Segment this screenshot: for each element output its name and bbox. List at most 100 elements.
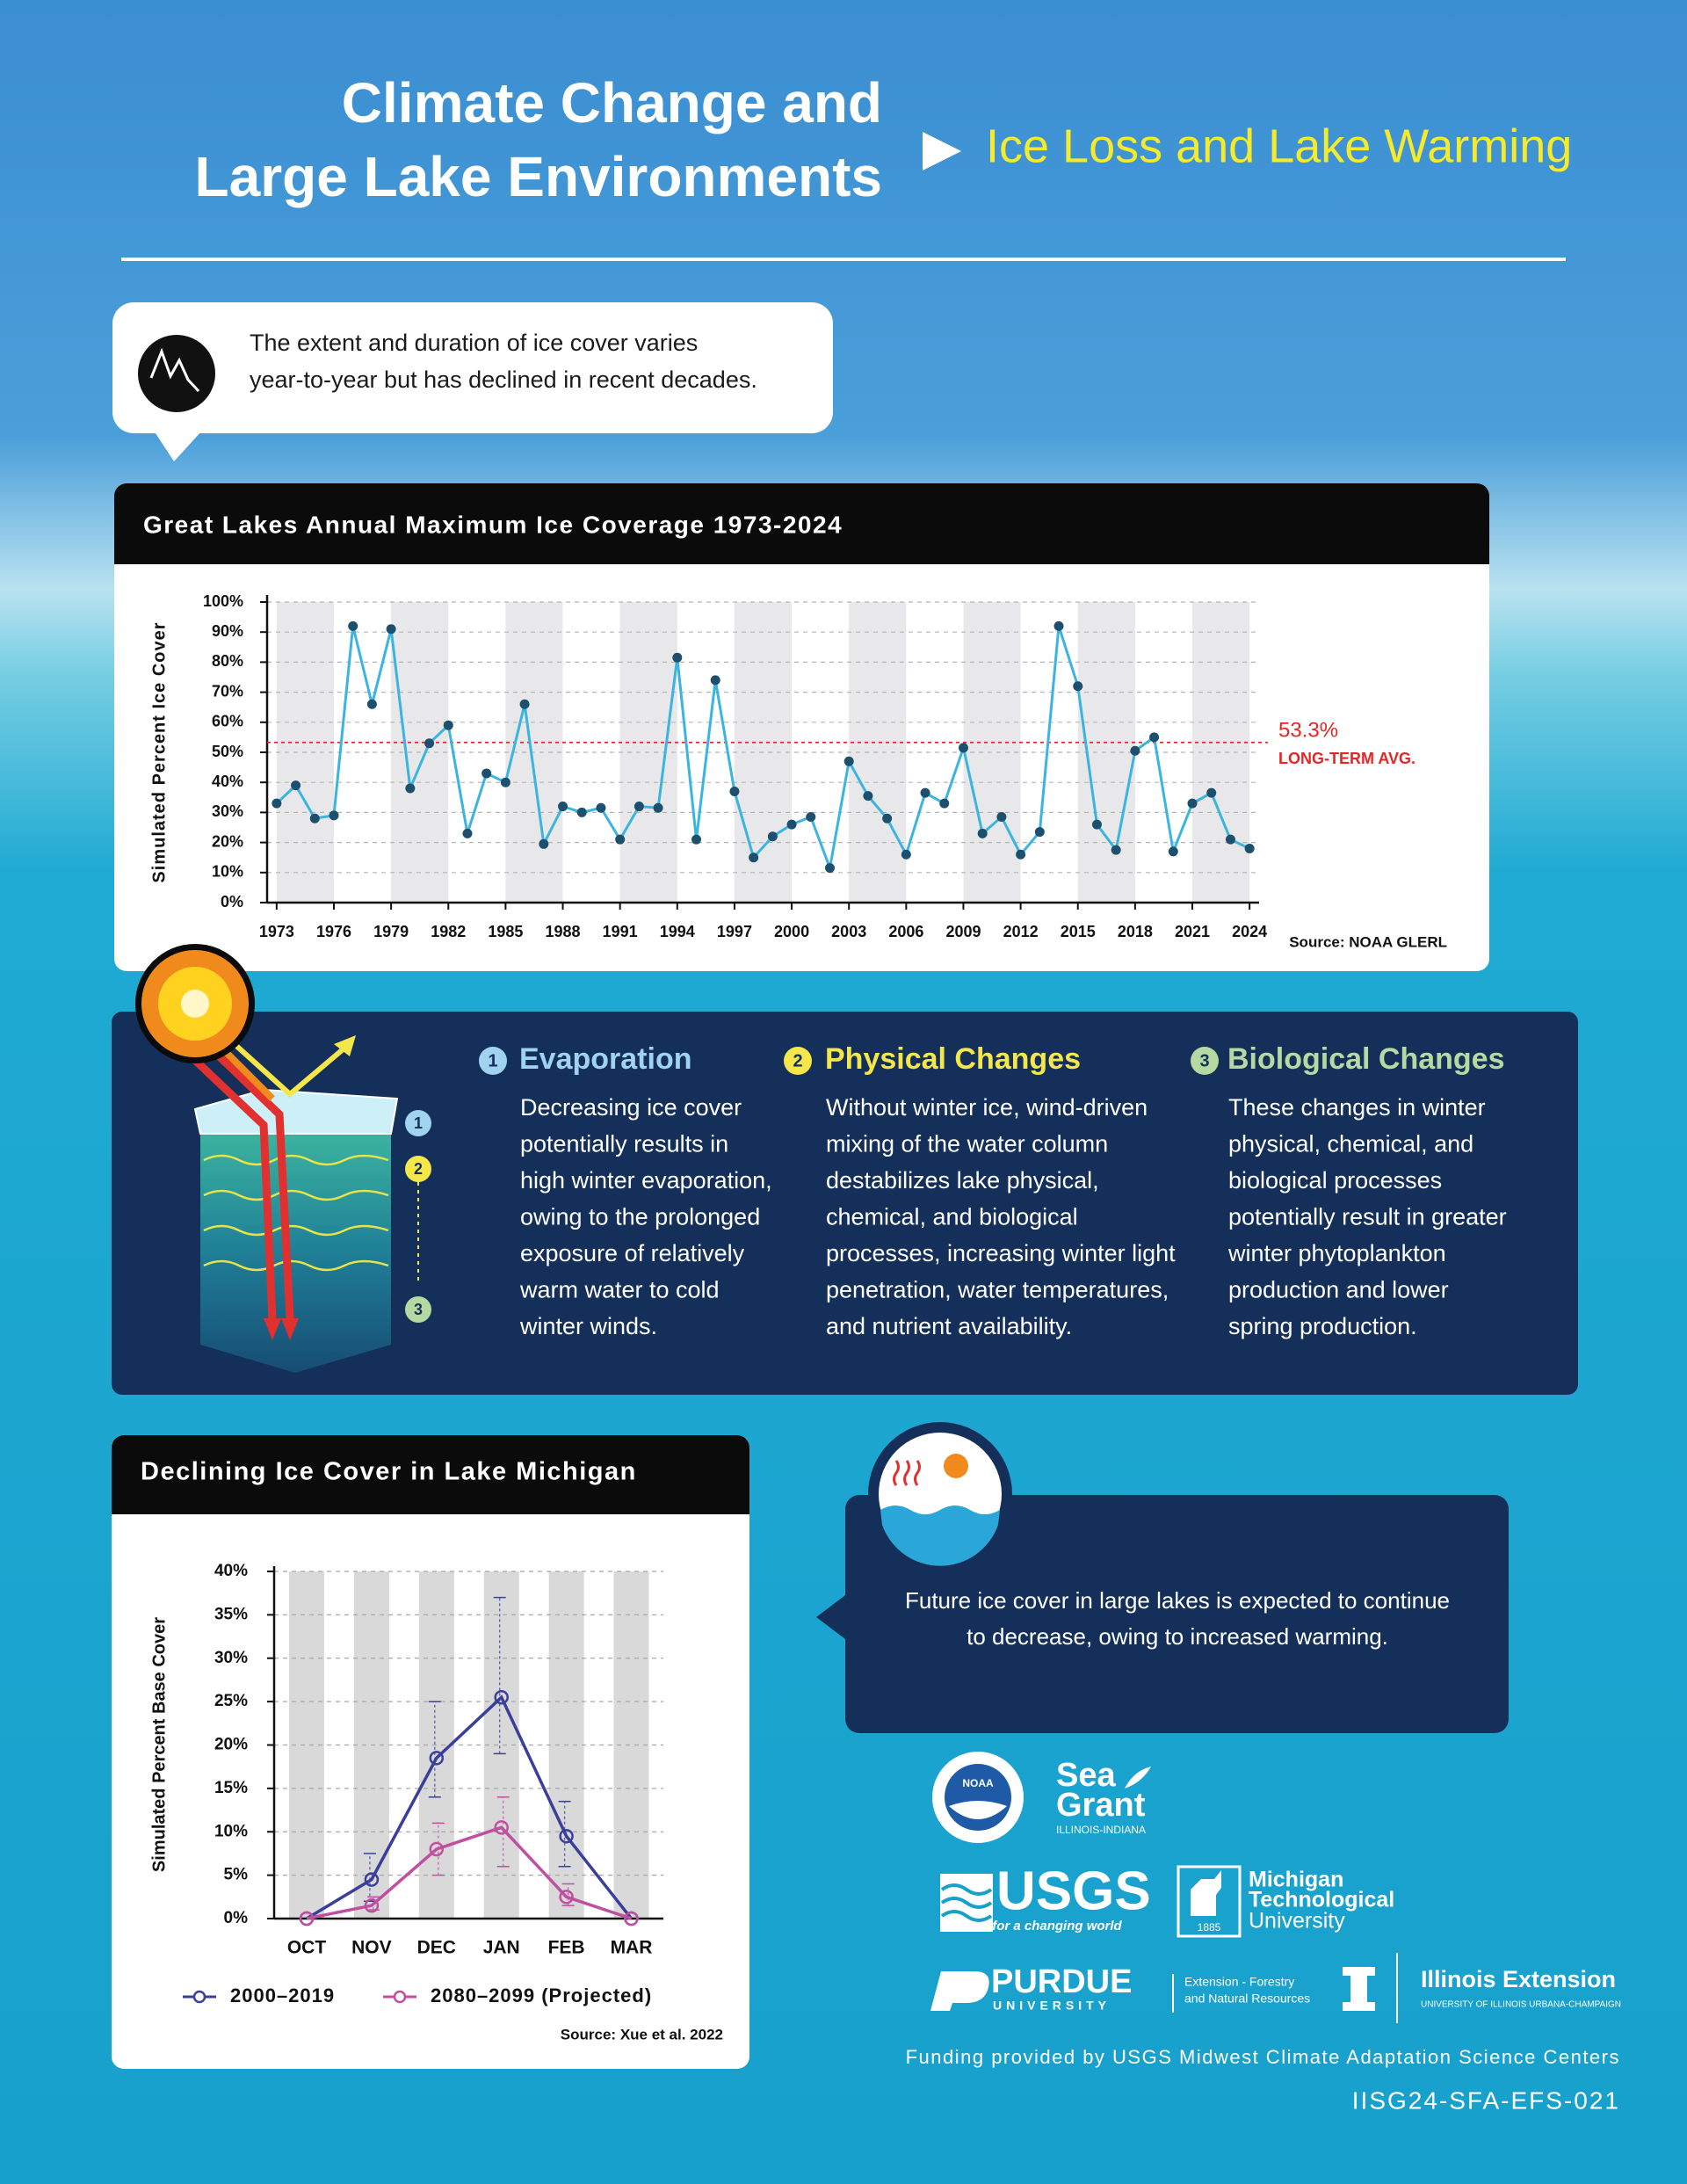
y-tick-label: 20% (214, 1736, 248, 1754)
data-point (615, 834, 626, 845)
number-badge (1191, 1047, 1219, 1075)
data-point (291, 780, 301, 791)
y-tick-label: 25% (214, 1692, 248, 1710)
y-tick-label: 40% (212, 773, 243, 790)
arrow (923, 132, 961, 171)
series-marker (559, 1890, 574, 1905)
y-tick-label: 30% (212, 802, 243, 820)
data-point (729, 786, 740, 796)
x-tick-label: 1991 (603, 923, 638, 940)
y-tick-label: 20% (212, 832, 243, 850)
depth-label: 2 (414, 1160, 423, 1178)
data-point (443, 720, 453, 730)
data-point (424, 738, 435, 749)
x-tick-label: 1979 (373, 923, 409, 940)
process-text: spring production. (1228, 1313, 1417, 1339)
divider (121, 258, 1566, 261)
x-tick-label: MAR (611, 1938, 653, 1958)
illinois-text: Illinois Extension (1421, 1966, 1616, 1992)
data-point (576, 807, 587, 817)
process-text: physical, chemical, and (1228, 1131, 1473, 1157)
data-point (1111, 845, 1121, 855)
data-point (1187, 798, 1198, 809)
x-tick-label: 2018 (1118, 923, 1153, 940)
water-column (200, 1134, 391, 1373)
purdue-sub: UNIVERSITY (993, 1999, 1111, 2013)
usgs-waves (940, 1883, 993, 1922)
data-point (386, 624, 396, 635)
data-point (366, 699, 377, 709)
data-point (500, 777, 510, 787)
depth-label: 1 (414, 1114, 423, 1132)
mtu-text: Technological (1249, 1888, 1394, 1912)
mtu-husky (1191, 1870, 1221, 1916)
chart-header (114, 483, 1489, 564)
source: Source: NOAA GLERL (1289, 933, 1447, 950)
illinois-sub: UNIVERSITY OF ILLINOIS URBANA-CHAMPAIGN (1421, 2000, 1621, 2010)
sea-grant-bird (1125, 1767, 1151, 1789)
process-text: warm water to cold (519, 1277, 720, 1303)
series-line (306, 1825, 633, 1920)
data-point (1206, 787, 1217, 798)
noaa-text: NOAA (962, 1777, 994, 1789)
series-marker (559, 1828, 574, 1844)
trend-icon-line (149, 347, 200, 393)
x-tick-label: 2024 (1232, 923, 1267, 940)
y-tick-label: 0% (224, 1909, 249, 1927)
y-tick-label: 80% (212, 652, 243, 670)
reference-text: LONG-TERM AVG. (1278, 750, 1415, 767)
data-point (1244, 843, 1255, 853)
number-label: 2 (793, 1051, 802, 1070)
x-tick-label: NOV (351, 1938, 392, 1958)
y-tick-label: 35% (214, 1605, 248, 1623)
number-label: 1 (488, 1051, 497, 1070)
sea-grant-text: Sea (1056, 1757, 1116, 1794)
x-tick-label: DEC (417, 1938, 456, 1958)
x-tick-label: 2015 (1061, 923, 1096, 940)
process-text: high winter evaporation, (520, 1167, 772, 1194)
process-text: mixing of the water column (826, 1131, 1108, 1157)
data-point (462, 828, 473, 838)
data-point (272, 798, 282, 809)
data-point (634, 802, 644, 812)
process-heading: Evaporation (519, 1042, 691, 1076)
y-axis-label: Simulated Percent Base Cover (149, 1617, 169, 1872)
depth-badge (405, 1156, 431, 1182)
icon-sun (944, 1454, 968, 1478)
data-point (481, 768, 492, 779)
purdue-p (930, 1971, 989, 2011)
source: Source: Xue et al. 2022 (561, 2026, 723, 2043)
trend-icon (138, 335, 215, 412)
illinois-i (1343, 1967, 1375, 2011)
usgs-text: USGS (996, 1861, 1151, 1921)
purdue-extension: and Natural Resources (1184, 1992, 1310, 2006)
data-point (863, 791, 873, 802)
data-point (309, 813, 320, 824)
process-text: These changes in winter (1228, 1094, 1486, 1121)
series-marker (429, 1841, 445, 1857)
depth-label: 3 (414, 1301, 423, 1318)
data-point (691, 834, 702, 845)
x-tick-label: 2021 (1175, 923, 1210, 940)
doc-code: IISG24-SFA-EFS-021 (1352, 2086, 1620, 2114)
y-tick-label: 0% (221, 893, 243, 911)
purdue-extension: Extension - Forestry (1184, 1975, 1294, 1989)
x-tick-label: 1985 (488, 923, 523, 940)
x-tick-label: 2012 (1003, 923, 1039, 940)
noaa-inner (945, 1764, 1011, 1831)
sun-center (181, 990, 209, 1018)
y-tick-label: 40% (214, 1562, 248, 1580)
chart-card (114, 483, 1489, 971)
legend-marker (192, 1990, 206, 2004)
y-tick-label: 10% (214, 1822, 248, 1840)
depth-badge (405, 1110, 431, 1136)
mtu-year: 1885 (1198, 1921, 1221, 1934)
x-tick-label: 2000 (774, 923, 809, 940)
data-point (749, 853, 759, 863)
data-point (1225, 834, 1235, 845)
process-text: potentially results in (520, 1131, 728, 1157)
y-tick-label: 5% (224, 1866, 249, 1884)
data-point (596, 802, 606, 813)
data-point (1149, 732, 1160, 743)
